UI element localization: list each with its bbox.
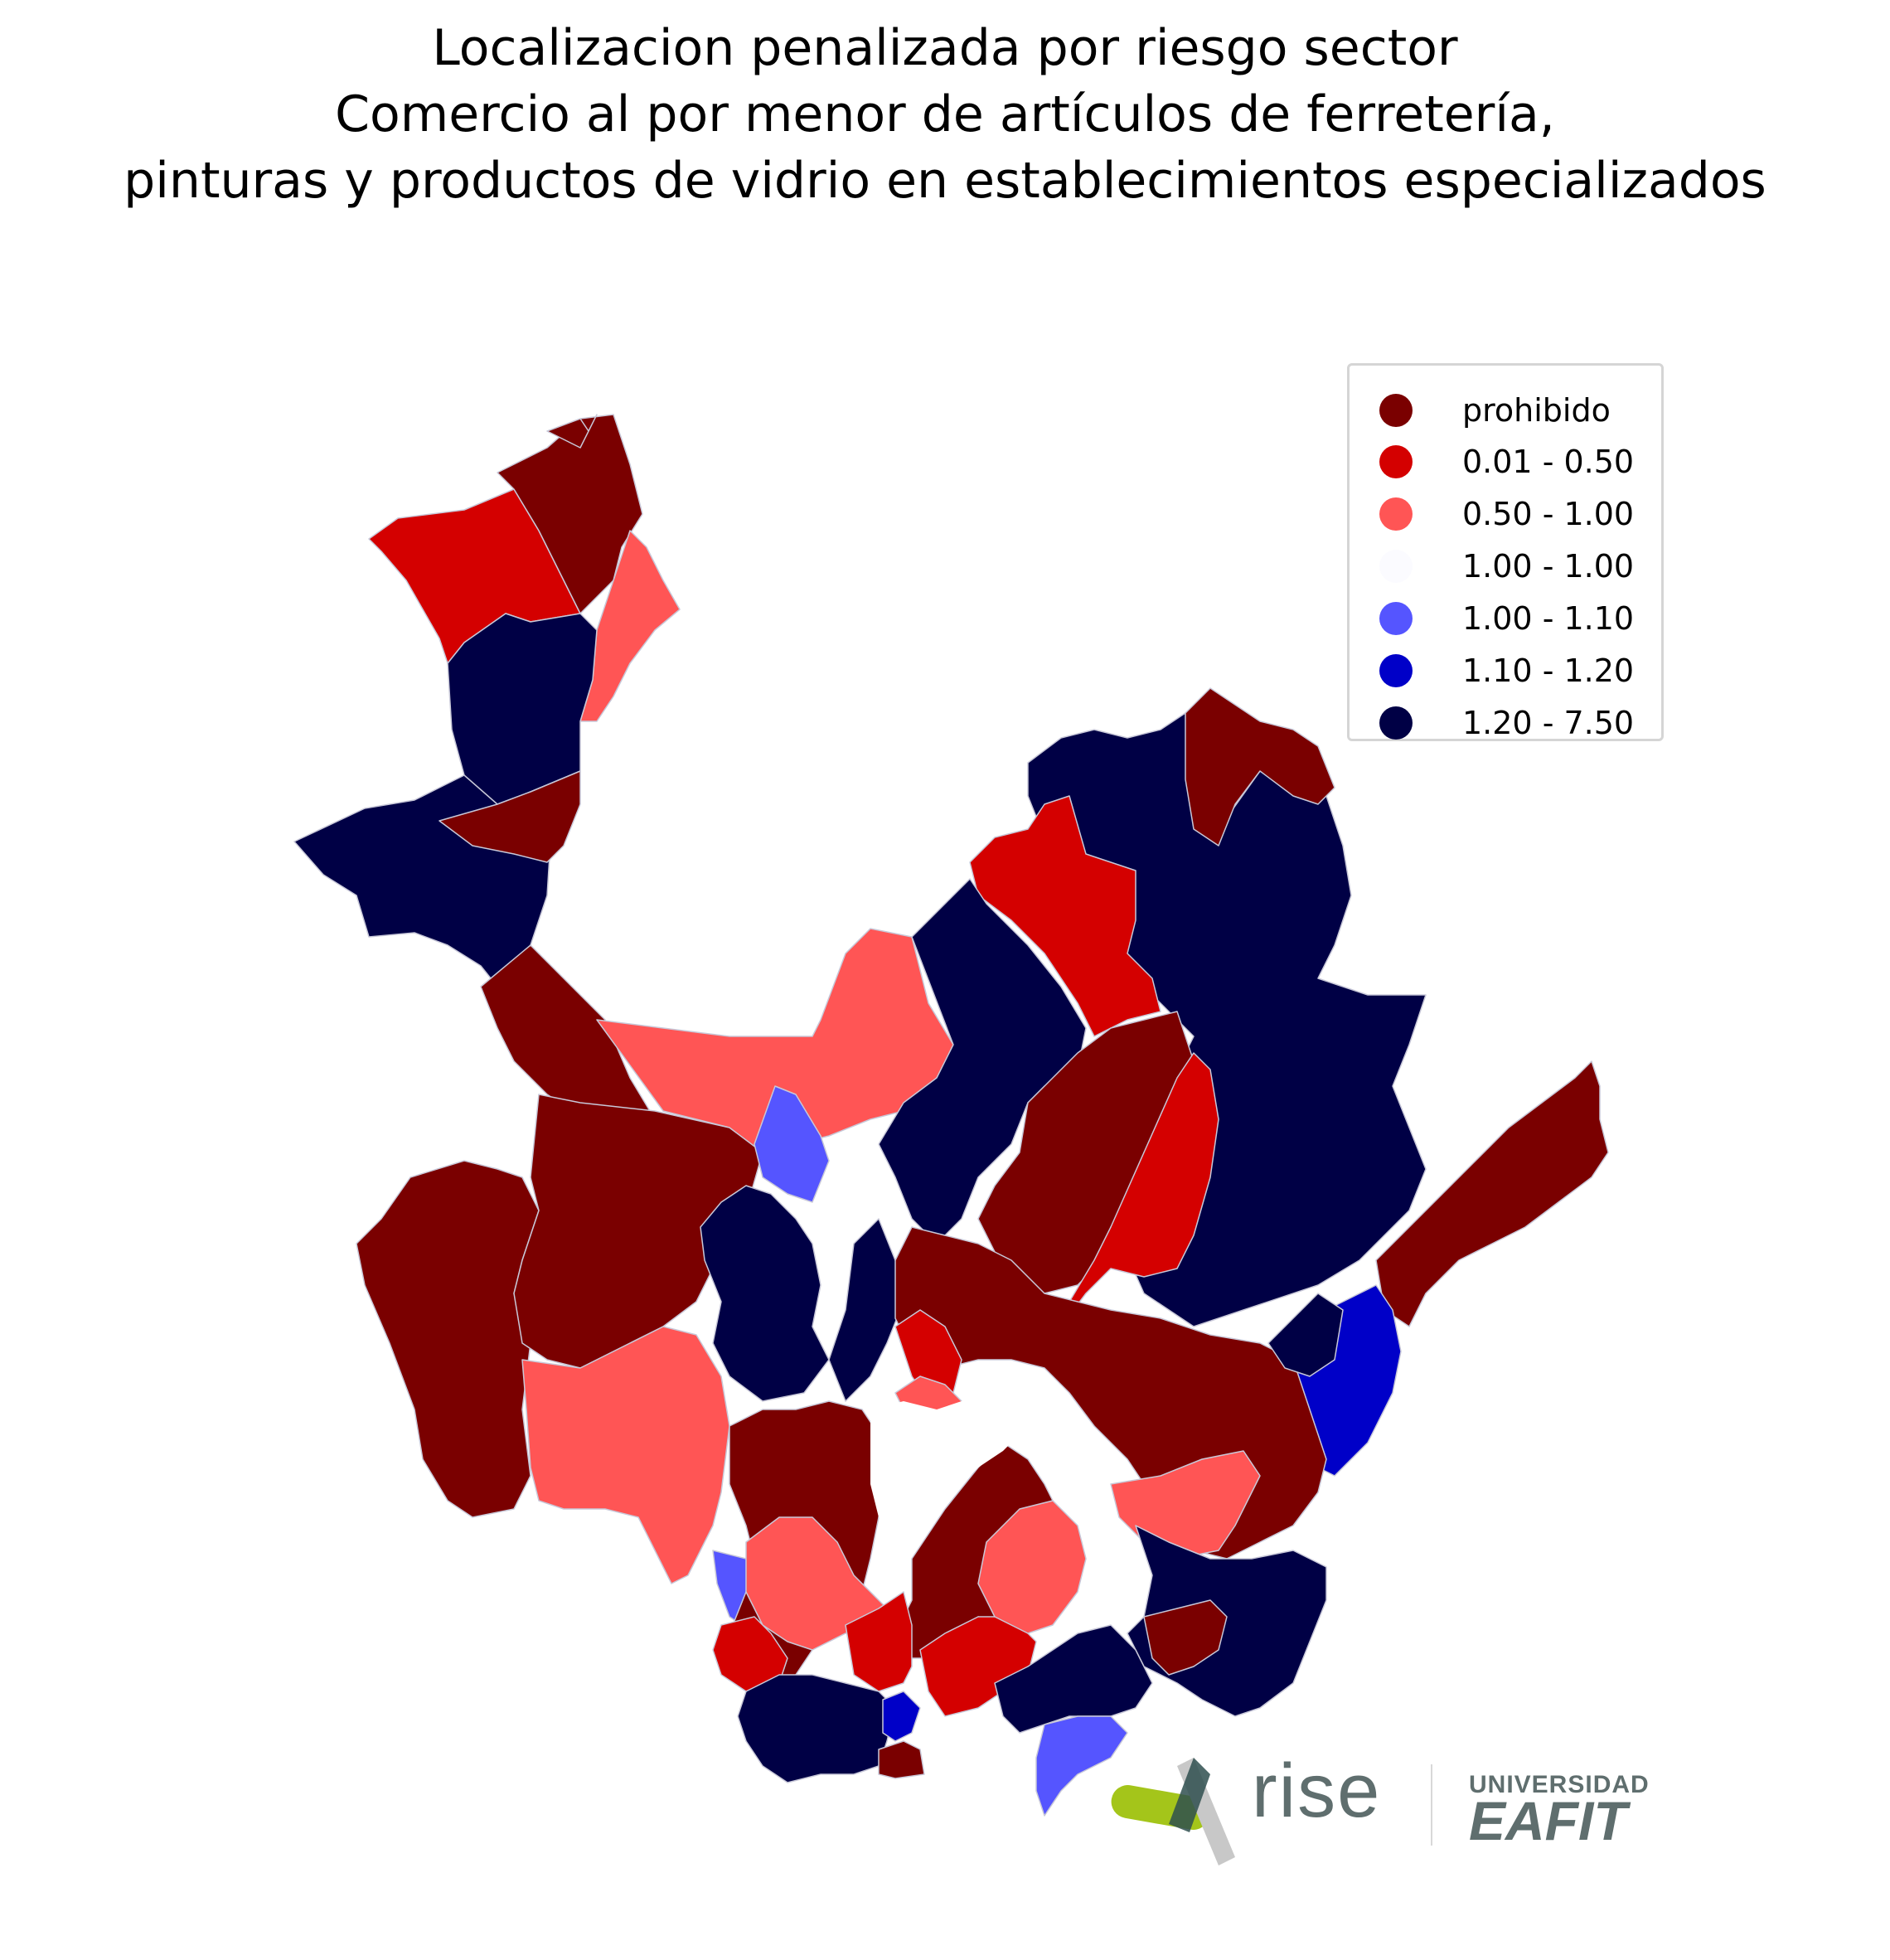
legend-item-1-00-1-00: 1.00 - 1.00 <box>1350 550 1661 583</box>
legend-item-0-50-1-00: 0.50 - 1.00 <box>1350 497 1661 531</box>
legend-marker <box>1379 706 1413 740</box>
rise-logo-text: rise <box>1252 1749 1382 1833</box>
region-south-red-2 <box>845 1591 913 1692</box>
region-southeast-maroon <box>1143 1599 1228 1676</box>
legend-label: 1.00 - 1.10 <box>1462 600 1635 637</box>
region-north-tip <box>546 414 598 449</box>
legend-marker <box>1379 602 1413 635</box>
legend-label: prohibido <box>1462 392 1611 429</box>
rise-logo-icon <box>1111 1758 1235 1865</box>
legend-item-prohibido: prohibido <box>1350 394 1661 427</box>
legend-item-1-20-7-50: 1.20 - 7.50 <box>1350 706 1661 740</box>
eafit-logo-main: EAFIT <box>1469 1790 1627 1851</box>
region-west-pink <box>521 1326 730 1584</box>
map-title: Localizacion penalizada por riesgo secto… <box>0 15 1890 214</box>
region-south-navy-1 <box>994 1624 1153 1734</box>
region-east-maroon-long <box>1375 1060 1609 1327</box>
legend-item-0-01-0-50: 0.01 - 0.50 <box>1350 445 1661 478</box>
region-south-blue <box>882 1691 921 1742</box>
eafit-logo-top: UNIVERSIDAD <box>1469 1771 1650 1798</box>
region-magdalena-navy <box>1267 1293 1344 1377</box>
title-line-2: Comercio al por menor de artículos de fe… <box>335 85 1555 143</box>
region-south-maroon-tip <box>878 1740 925 1779</box>
map-legend: prohibido 0.01 - 0.50 0.50 - 1.00 1.00 -… <box>1347 363 1664 741</box>
region-northeast-maroon <box>1185 687 1335 847</box>
legend-item-1-00-1-10: 1.00 - 1.10 <box>1350 602 1661 635</box>
region-north-central-navy <box>878 878 1087 1244</box>
region-central-lilac <box>754 1085 830 1203</box>
legend-label: 0.50 - 1.00 <box>1462 496 1635 532</box>
region-north-mid <box>447 613 598 805</box>
legend-label: 0.01 - 0.50 <box>1462 444 1635 480</box>
region-north-red <box>969 795 1161 1037</box>
region-west-strip <box>480 944 656 1120</box>
gulf-water <box>356 680 414 804</box>
region-north-lower <box>439 770 581 863</box>
legend-label: 1.00 - 1.00 <box>1462 548 1635 585</box>
region-central-red <box>1052 1052 1219 1361</box>
region-central-navy <box>700 1185 830 1402</box>
region-central-navy-2 <box>828 1218 904 1402</box>
logo-divider <box>1431 1764 1432 1846</box>
legend-marker <box>1379 497 1413 531</box>
region-south-lilac <box>1035 1715 1128 1817</box>
legend-marker <box>1379 445 1413 478</box>
legend-marker <box>1379 394 1413 427</box>
title-line-1: Localizacion penalizada por riesgo secto… <box>432 19 1458 77</box>
legend-label: 1.20 - 7.50 <box>1462 705 1635 741</box>
title-line-3: pinturas y productos de vidrio en establ… <box>124 152 1766 210</box>
region-west-large <box>356 1160 540 1518</box>
legend-item-1-10-1-20: 1.10 - 1.20 <box>1350 654 1661 687</box>
region-aburra-white <box>870 1393 1028 1550</box>
legend-marker <box>1379 654 1413 687</box>
region-south-navy-2 <box>737 1674 896 1783</box>
legend-label: 1.10 - 1.20 <box>1462 653 1635 689</box>
region-east-pink-cluster <box>977 1500 1087 1634</box>
legend-marker <box>1379 550 1413 583</box>
